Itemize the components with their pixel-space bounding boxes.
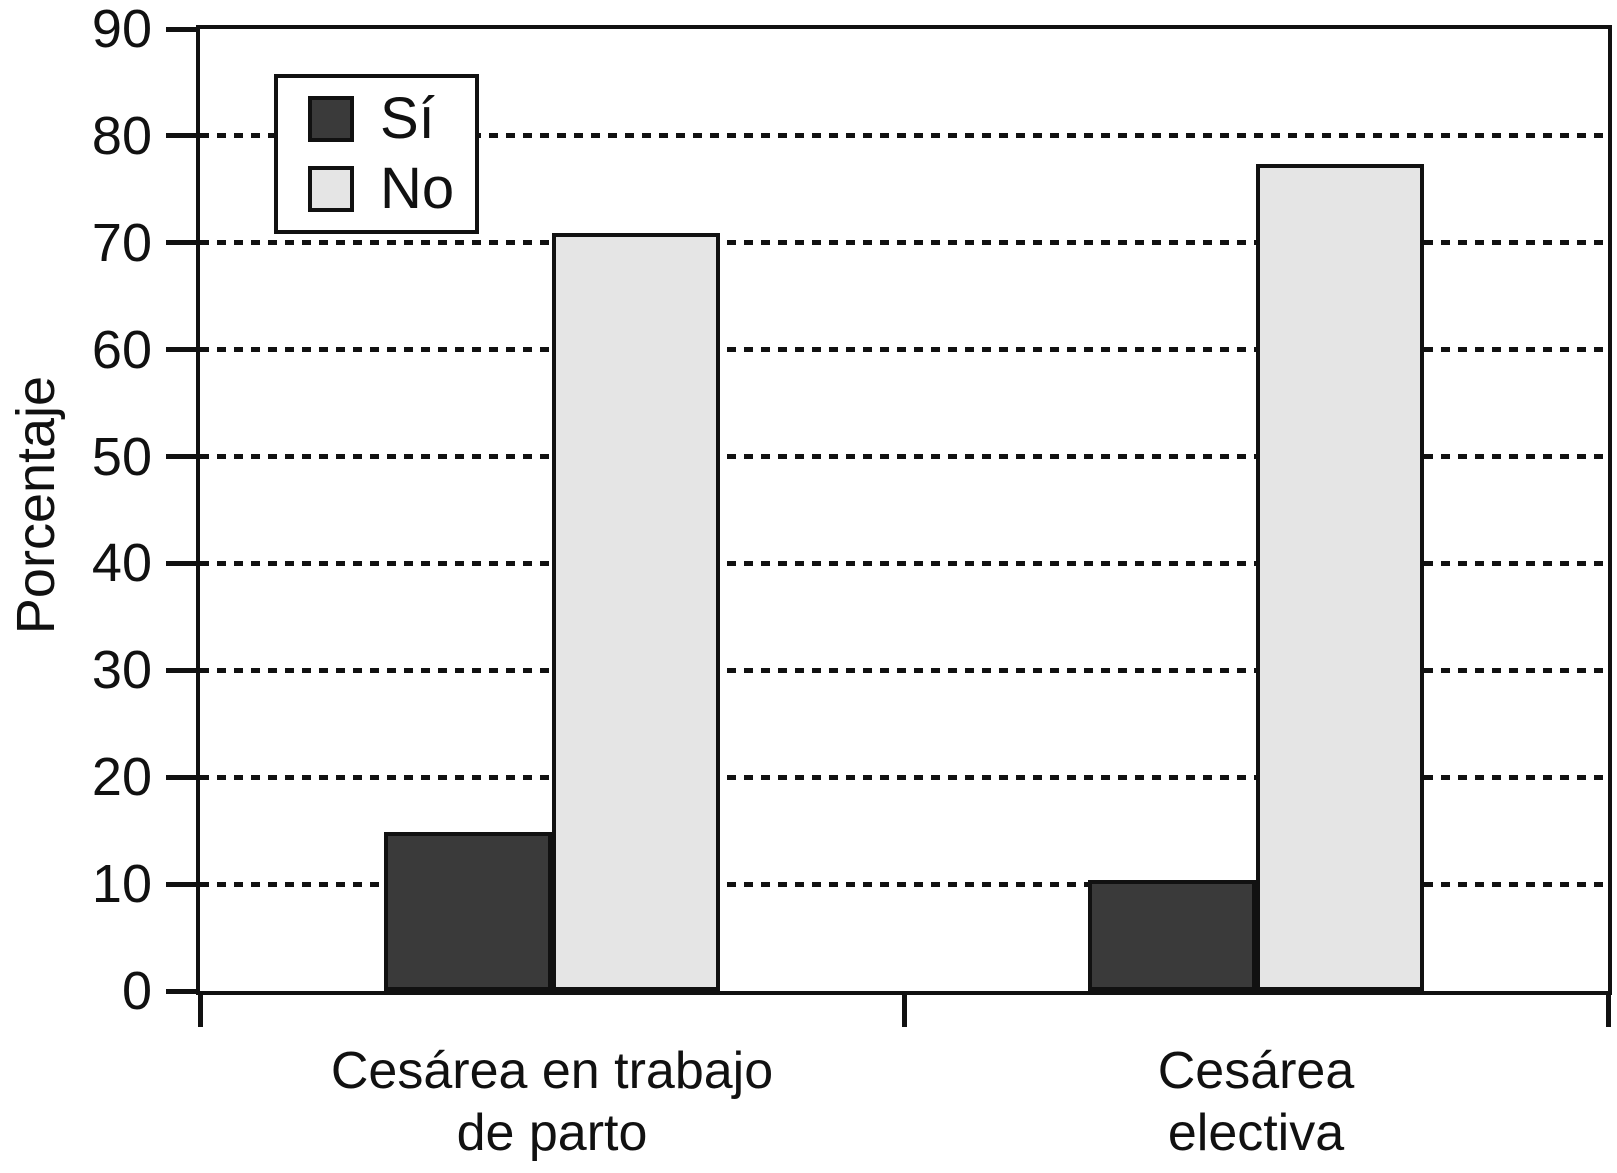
y-tick-label-80: 80 [91, 105, 152, 166]
y-tick-30 [166, 667, 196, 673]
y-tick-label-30: 30 [91, 640, 152, 701]
gridline-70 [200, 240, 1608, 246]
gridline-10 [200, 881, 1608, 887]
legend: Sí No [274, 74, 479, 234]
gridline-50 [200, 454, 1608, 460]
y-tick-10 [166, 881, 196, 887]
gridline-40 [200, 560, 1608, 566]
category-label-1: Cesárea en trabajo de parto [330, 1042, 774, 1162]
y-tick-label-90: 90 [91, 0, 152, 59]
legend-swatch-si [308, 96, 354, 142]
y-tick-label-0: 0 [121, 961, 152, 1021]
bar-no-cat1 [552, 233, 720, 991]
gridline-60 [200, 347, 1608, 353]
y-axis-title: Porcentaje [6, 375, 66, 635]
bar-sí-cat1 [384, 832, 552, 991]
y-tick-label-20: 20 [91, 747, 152, 808]
y-tick-50 [166, 454, 196, 460]
gridline-80 [200, 133, 1608, 139]
category-label-2: Cesárea electiva [1157, 1042, 1355, 1162]
gridline-20 [200, 774, 1608, 780]
y-tick-label-60: 60 [91, 319, 152, 380]
y-tick-0 [166, 988, 196, 994]
legend-item-si: Sí [308, 90, 475, 148]
y-tick-60 [166, 347, 196, 353]
legend-item-no: No [308, 160, 475, 218]
x-tick-0 [197, 991, 203, 1027]
y-tick-80 [166, 133, 196, 139]
x-tick-1 [901, 991, 907, 1027]
plot-area: Sí No [166, 25, 1612, 1027]
gridline-30 [200, 667, 1608, 673]
y-tick-label-40: 40 [91, 533, 152, 594]
legend-label-no: No [380, 156, 455, 221]
y-tick-90 [166, 26, 196, 32]
y-tick-20 [166, 774, 196, 780]
y-tick-label-10: 10 [91, 854, 152, 915]
legend-label-si: Sí [380, 86, 435, 151]
x-tick-2 [1605, 991, 1611, 1027]
y-tick-40 [166, 560, 196, 566]
y-tick-label-70: 70 [91, 212, 152, 273]
legend-swatch-no [308, 166, 354, 212]
bar-no-cat2 [1256, 163, 1424, 991]
y-tick-70 [166, 240, 196, 246]
bar-sí-cat2 [1088, 880, 1256, 991]
y-tick-label-50: 50 [91, 426, 152, 487]
